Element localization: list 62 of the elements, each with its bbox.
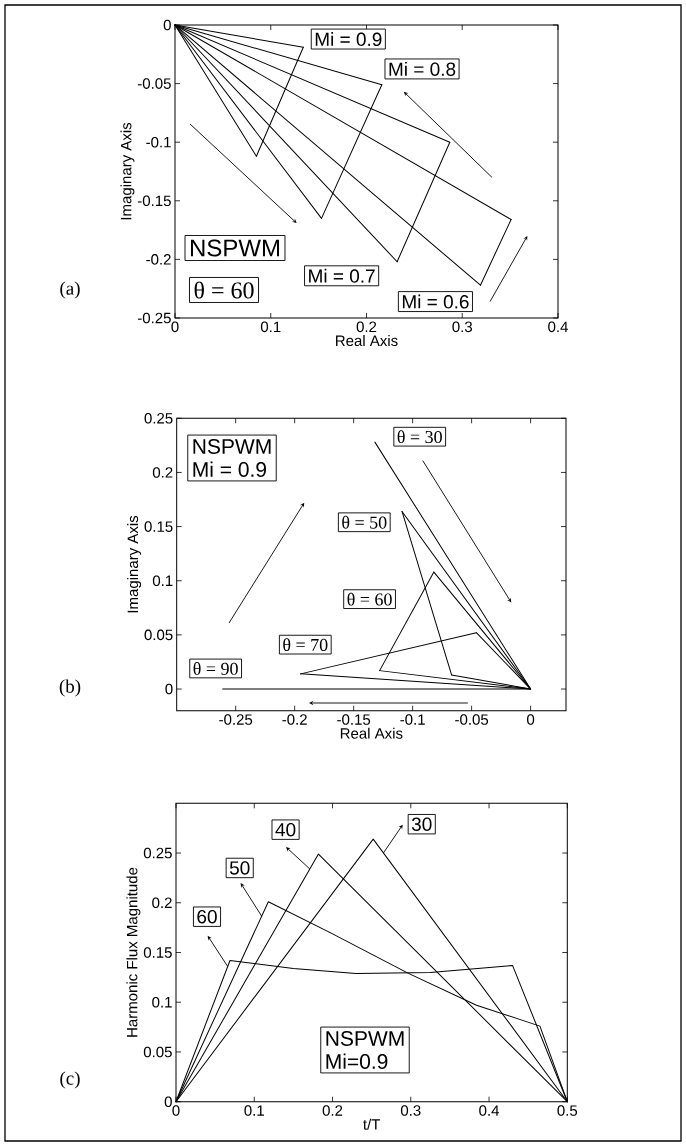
annotation: NSPWM <box>190 239 280 257</box>
x-axis-title: Real Axis <box>336 335 398 347</box>
x-tick-label: 0.2 <box>322 1105 343 1116</box>
annotation: 40 <box>275 822 296 837</box>
x-tick-label: -0.1 <box>400 714 425 725</box>
y-axis-title: Harmonic Flux Magnitude <box>126 867 141 1037</box>
y-tick-label: -0.05 <box>137 78 171 89</box>
y-tick-label: 0.15 <box>144 521 173 532</box>
annotation: Mi = 0.8 <box>389 61 456 76</box>
annotation: 60 <box>197 909 217 924</box>
x-tick-label: 0.1 <box>260 321 281 333</box>
annotation: θ = 70 <box>283 638 328 652</box>
text: (c) <box>60 1071 80 1089</box>
x-tick-label: -0.05 <box>455 714 489 725</box>
x-tick-label: -0.25 <box>219 714 253 725</box>
x-tick-label: 0.4 <box>479 1105 500 1116</box>
annotation: 50 <box>229 861 250 875</box>
annotation: Mi=0.9 <box>326 1053 388 1069</box>
y-tick-label: -0.2 <box>146 254 171 265</box>
x-tick-label: 0 <box>527 714 535 725</box>
x-axis-title: Real Axis <box>340 727 403 739</box>
y-tick-label: 0.2 <box>152 467 173 478</box>
y-tick-label: 0 <box>165 683 173 695</box>
annotation: θ = 60 <box>347 592 392 606</box>
y-tick-label: 0.2 <box>152 897 172 909</box>
y-tick-label: 0.25 <box>143 847 172 859</box>
y-tick-label: 0 <box>164 1096 172 1107</box>
annotation: Mi = 0.9 <box>193 461 267 477</box>
y-tick-label: 0.05 <box>144 629 173 641</box>
annotation: Mi = 0.9 <box>315 32 382 47</box>
x-tick-label: 0.4 <box>548 321 568 333</box>
y-tick-label: -0.15 <box>137 195 171 207</box>
annotation: θ = 60 <box>194 281 254 299</box>
x-tick-label: 0.5 <box>557 1105 578 1116</box>
annotation: NSPWM <box>193 439 271 454</box>
annotation: NSPWM <box>326 1031 404 1046</box>
annotation: Mi = 0.6 <box>402 294 469 309</box>
x-tick-label: 0 <box>172 1105 180 1116</box>
y-tick-label: 0.1 <box>152 575 173 587</box>
x-tick-label: 0.2 <box>356 321 377 333</box>
y-tick-label: 0.05 <box>143 1046 172 1058</box>
x-axis-title: t/T <box>363 1118 381 1130</box>
y-axis-title: Imaginary Axis <box>127 515 142 613</box>
text: (a) <box>60 281 80 299</box>
x-tick-label: 0.1 <box>244 1105 264 1116</box>
y-tick-label: 0.25 <box>144 412 173 424</box>
y-tick-label: -0.25 <box>137 312 171 324</box>
y-tick-label: -0.1 <box>146 136 171 148</box>
annotation: θ = 30 <box>397 430 442 444</box>
y-axis-title: Imaginary Axis <box>120 122 135 220</box>
x-tick-label: -0.15 <box>337 714 371 725</box>
annotation: 30 <box>411 817 432 831</box>
annotation: θ = 50 <box>342 515 387 529</box>
y-tick-label: 0.15 <box>143 947 172 958</box>
y-tick-label: 0 <box>163 19 171 31</box>
x-tick-label: 0.3 <box>452 321 473 333</box>
annotation: θ = 90 <box>193 662 238 675</box>
y-tick-label: 0.1 <box>152 996 172 1008</box>
annotation: Mi = 0.7 <box>309 268 375 283</box>
x-tick-label: 0.3 <box>400 1105 421 1116</box>
x-tick-label: -0.2 <box>282 714 307 725</box>
text: (b) <box>59 679 81 697</box>
